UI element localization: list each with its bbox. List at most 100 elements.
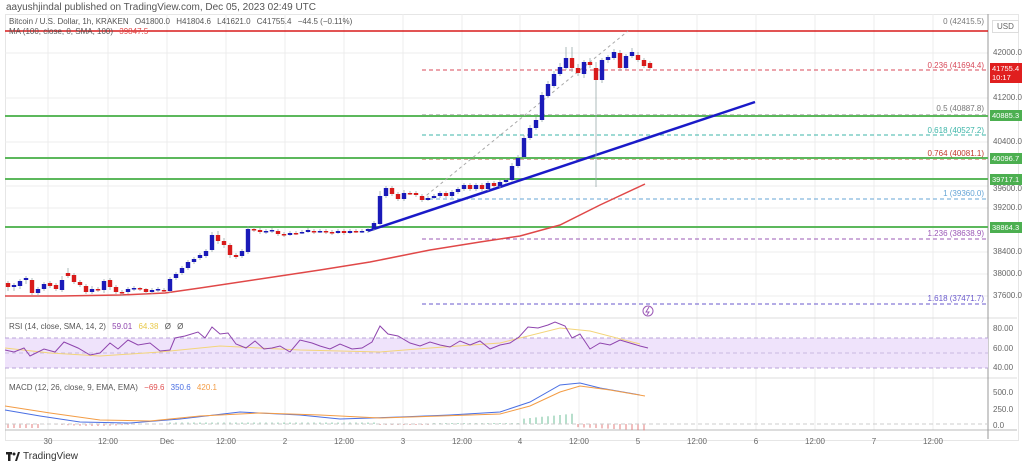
candle (233, 255, 239, 257)
price-tick: 38400.0 (993, 247, 1022, 256)
tradingview-brand[interactable]: TradingView (6, 451, 78, 462)
candle (71, 275, 77, 282)
candle (605, 57, 611, 60)
candle (527, 128, 533, 138)
rsi-extra-1: Ø (164, 322, 171, 331)
candle (323, 231, 329, 233)
candle (203, 251, 209, 256)
candle (551, 74, 557, 86)
candle (65, 273, 71, 276)
candle (101, 281, 107, 290)
candle (449, 192, 455, 196)
candle (521, 138, 527, 157)
candle (581, 62, 587, 74)
candle (299, 232, 305, 234)
macd-legend[interactable]: MACD (12, 26, close, 9, EMA, EMA) −69.6 … (9, 383, 221, 392)
macd-hist-value: −69.6 (144, 383, 165, 392)
ma-100-line (5, 183, 646, 297)
ohlc-close: C41755.4 (256, 17, 292, 26)
bullish-trendline[interactable] (367, 100, 756, 233)
candle (209, 235, 215, 250)
candle (473, 185, 479, 189)
bar-countdown: 10:17 (992, 73, 1011, 82)
candle (77, 282, 83, 285)
macd-label: MACD (12, 26, close, 9, EMA, EMA) (9, 383, 138, 392)
candle (467, 185, 473, 189)
candle (215, 235, 221, 241)
candle (647, 63, 653, 68)
horizontal-grid (5, 52, 988, 297)
time-tick: 12:00 (451, 437, 473, 446)
candle (425, 198, 431, 200)
time-tick: 12:00 (686, 437, 708, 446)
rsi-tick: 60.00 (993, 344, 1014, 353)
level-tag: 40885.3 (990, 110, 1022, 121)
candle (479, 185, 485, 189)
candle (563, 58, 569, 68)
candle (59, 280, 65, 290)
candle (23, 278, 29, 280)
candle (389, 188, 395, 194)
publisher-line: aayushjindal published on TradingView.co… (6, 2, 317, 13)
ma-legend[interactable]: MA (100, close, 0, SMA, 100) 39847.5 (9, 27, 152, 36)
current-price-tag: 41755.4 10:17 (990, 63, 1022, 83)
time-tick: 2 (282, 437, 288, 446)
candle (371, 223, 377, 229)
candle (257, 230, 263, 232)
fib-label-0764: 0.764 (40081.1) (927, 149, 985, 158)
candlesticks (5, 47, 653, 296)
candle (443, 193, 449, 196)
currency-label[interactable]: USD (992, 20, 1019, 33)
ohlc-open: O41800.0 (134, 17, 170, 26)
candle (245, 229, 251, 252)
candle (347, 231, 353, 233)
symbol-legend[interactable]: Bitcoin / U.S. Dollar, 1h, KRAKEN O41800… (9, 17, 356, 26)
time-tick: 6 (753, 437, 759, 446)
candle (197, 255, 203, 258)
fib-label-1: 1 (39360.0) (943, 189, 984, 198)
candle (89, 289, 95, 292)
candle (17, 281, 23, 286)
rsi-tick: 40.00 (993, 363, 1014, 372)
candle (593, 68, 599, 80)
time-tick: 5 (635, 437, 641, 446)
tradingview-logo-icon (6, 452, 20, 461)
macd-tick: 500.0 (993, 388, 1014, 397)
candle (569, 58, 575, 68)
rsi-tick: 80.00 (993, 324, 1014, 333)
candle (611, 52, 617, 58)
ohlc-change: −44.5 (−0.11%) (297, 17, 353, 26)
candle (503, 180, 509, 182)
fib-label-0236: 0.236 (41694.4) (927, 61, 985, 70)
candle (587, 62, 593, 65)
candle (287, 233, 293, 235)
ohlc-high: H41804.6 (176, 17, 211, 26)
support-lines (5, 115, 988, 228)
time-tick: 7 (871, 437, 877, 446)
candle (293, 233, 299, 235)
ohlc-low: L41621.0 (217, 17, 251, 26)
time-tick: 12:00 (922, 437, 944, 446)
rsi-legend[interactable]: RSI (14, close, SMA, 14, 2) 59.01 64.38 … (9, 322, 187, 331)
candle (83, 286, 89, 292)
macd-signal-value: 420.1 (196, 383, 217, 392)
candle (281, 234, 287, 236)
candle (5, 283, 11, 287)
price-tick: 41200.0 (993, 93, 1022, 102)
rsi-sma-line (4, 327, 641, 357)
candle (395, 194, 401, 199)
event-marker-icon (642, 305, 654, 317)
candle (641, 60, 647, 66)
candle (161, 290, 167, 292)
candle (185, 262, 191, 268)
price-tick: 39200.0 (993, 203, 1022, 212)
candle (11, 285, 17, 287)
price-tick: 39600.0 (993, 184, 1022, 193)
fib-guide (421, 30, 629, 200)
time-tick: 12:00 (215, 437, 237, 446)
candle (515, 158, 521, 166)
candle (125, 289, 131, 292)
candle (383, 188, 389, 196)
candle (353, 231, 359, 233)
